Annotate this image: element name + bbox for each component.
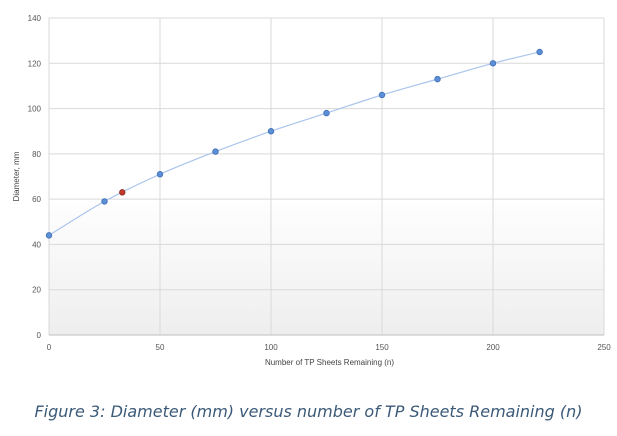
figure-caption: Figure 3: Diameter (mm) versus number of…	[34, 402, 583, 421]
y-tick-label: 0	[37, 331, 42, 340]
x-tick-label: 200	[486, 343, 500, 352]
highlighted-data-point	[119, 189, 126, 196]
data-point	[212, 148, 219, 155]
plot-area	[49, 18, 604, 335]
y-tick-label: 100	[28, 105, 42, 114]
data-points	[45, 48, 543, 239]
data-point	[45, 232, 53, 239]
data-point	[434, 75, 441, 83]
x-tick-label: 0	[47, 343, 52, 352]
y-tick-label: 140	[28, 14, 42, 23]
x-tick-label: 100	[264, 343, 278, 352]
data-point	[323, 109, 330, 117]
y-tick-label: 80	[32, 150, 41, 159]
y-tick-label: 60	[32, 195, 41, 204]
x-tick-label: 150	[375, 343, 389, 352]
scatter-chart: 0 20 40 60 80 100 120 140 0 50 100 150 200 250 Number…	[12, 14, 612, 367]
y-tick-label: 40	[32, 240, 41, 249]
data-point	[378, 91, 386, 99]
x-axis-title: Number of TP Sheets Remaining (n)	[265, 358, 394, 367]
data-point	[489, 60, 497, 67]
data-point	[536, 48, 543, 56]
data-point	[101, 198, 108, 205]
y-tick-label: 120	[28, 59, 42, 68]
chart-figure: 0 20 40 60 80 100 120 140 0 50 100 150 200 250 Number…	[12, 14, 612, 367]
y-tick-label: 20	[32, 286, 41, 295]
y-axis-title: Diameter, mm	[12, 151, 21, 201]
gridlines	[48, 17, 605, 336]
tick-labels: 0 20 40 60 80 100 120 140 0 50 100 150 200 250	[28, 14, 612, 352]
x-tick-label: 50	[156, 343, 165, 352]
x-tick-label: 250	[597, 343, 611, 352]
series-line	[48, 51, 540, 236]
data-point	[156, 171, 164, 178]
data-point	[267, 128, 275, 135]
